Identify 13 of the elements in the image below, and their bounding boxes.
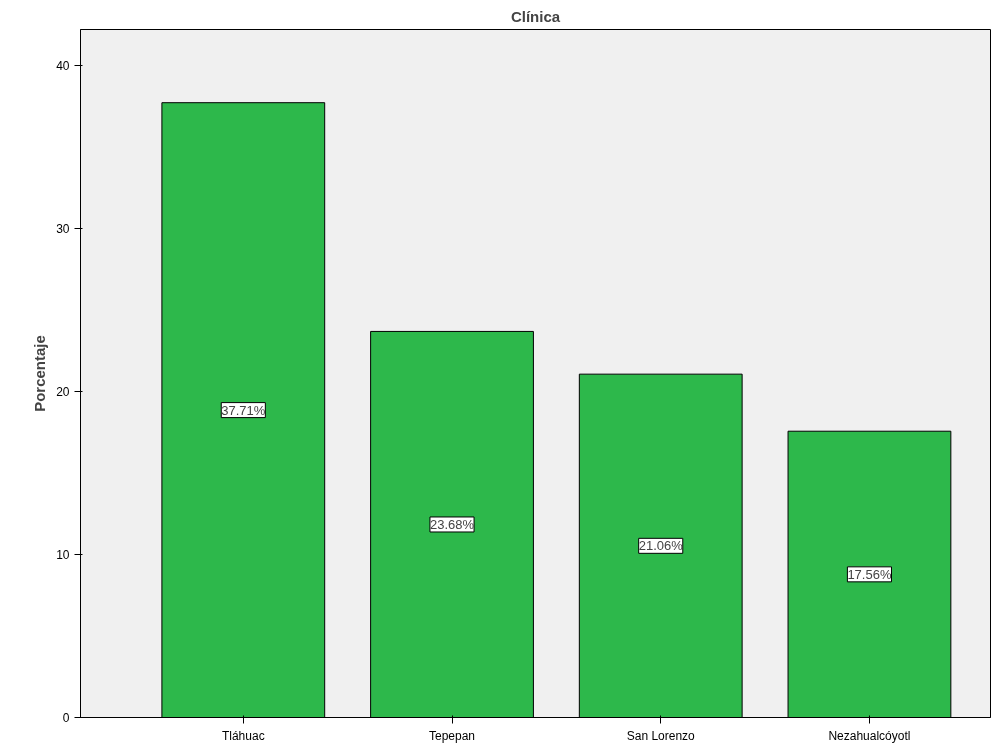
chart-title: Clínica <box>510 7 561 25</box>
y-tick-label: 10 <box>56 547 70 562</box>
x-tick-label: San Lorenzo <box>626 728 696 743</box>
y-tick-label: 40 <box>56 58 70 73</box>
y-tick-label: 0 <box>62 711 70 725</box>
y-tick-label: 20 <box>56 384 70 399</box>
y-axis-title: Porcentaje <box>31 335 49 412</box>
data-label: 37.71% <box>221 402 266 418</box>
x-tick-label: Nezahualcóyotl <box>828 728 911 743</box>
data-label: 17.56% <box>847 566 892 582</box>
x-tick-label: Tláhuac <box>221 728 265 743</box>
x-tick-label: Tepepan <box>428 728 476 743</box>
y-tick-label: 30 <box>56 221 70 236</box>
